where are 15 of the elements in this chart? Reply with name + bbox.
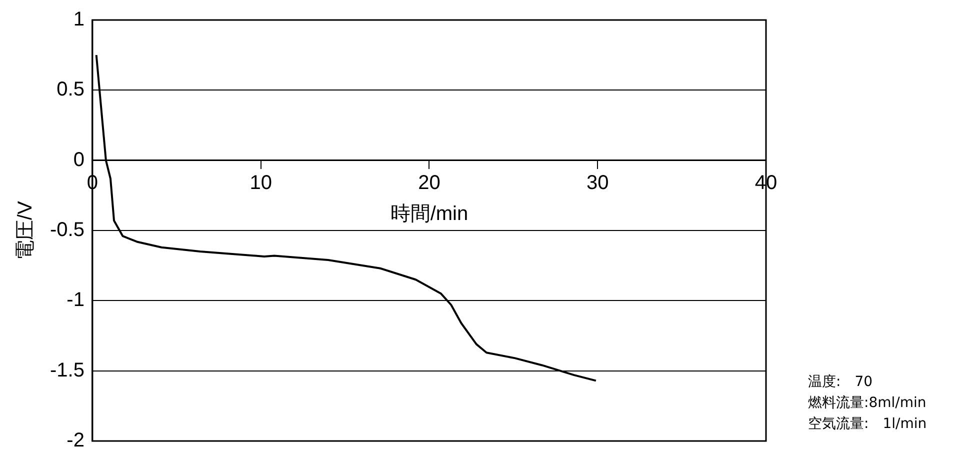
y-tick-label: -0.5 [50,219,84,242]
text: 燃料流量:8ml/min [808,394,927,413]
x-tick-label: 30 [586,172,609,194]
text: 温度: 70 [808,373,874,392]
y-tick-label: 0.5 [56,78,84,101]
y-axis-title: 電圧/V [14,200,37,260]
text: 空気流量: 1l/min [808,415,927,434]
x-tick-label: 20 [418,172,440,194]
y-tick-label: -1.5 [50,359,84,382]
y-tick-label: 1 [73,8,84,31]
x-axis-title: 時間/min [390,202,468,225]
y-tick-label: -2 [66,430,84,452]
y-tick-label: -1 [66,289,84,312]
y-tick-label: 0 [73,148,84,171]
x-tick-label: 10 [250,172,272,194]
